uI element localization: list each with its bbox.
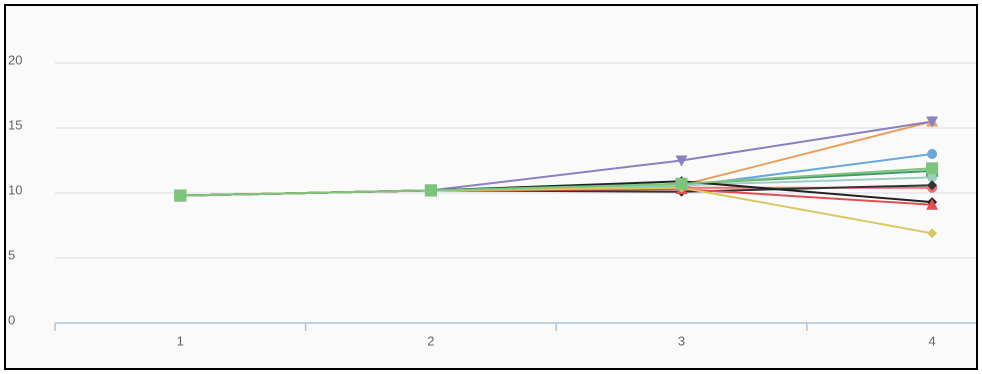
y-tick-label: 0	[8, 312, 15, 327]
y-tick-label: 5	[8, 247, 15, 262]
marker	[927, 228, 938, 239]
marker	[926, 116, 939, 128]
plot-area: 0 5 10 15 20 1 2 3 4	[8, 52, 976, 348]
marker	[174, 189, 187, 202]
marker	[926, 198, 939, 210]
x-tick-label: 3	[678, 333, 685, 348]
marker	[927, 180, 938, 191]
marker	[927, 149, 938, 159]
y-tick-label: 20	[8, 52, 22, 67]
x-tick-label: 1	[177, 333, 184, 348]
x-tick-label: 2	[427, 333, 434, 348]
marker	[927, 172, 938, 183]
marker	[675, 177, 688, 190]
y-tick-label: 15	[8, 117, 22, 132]
marker	[675, 155, 688, 167]
x-tick-label: 4	[928, 333, 935, 348]
marker	[424, 184, 437, 197]
marker	[926, 162, 939, 175]
series-line	[180, 167, 933, 197]
y-tick-label: 10	[8, 182, 22, 197]
